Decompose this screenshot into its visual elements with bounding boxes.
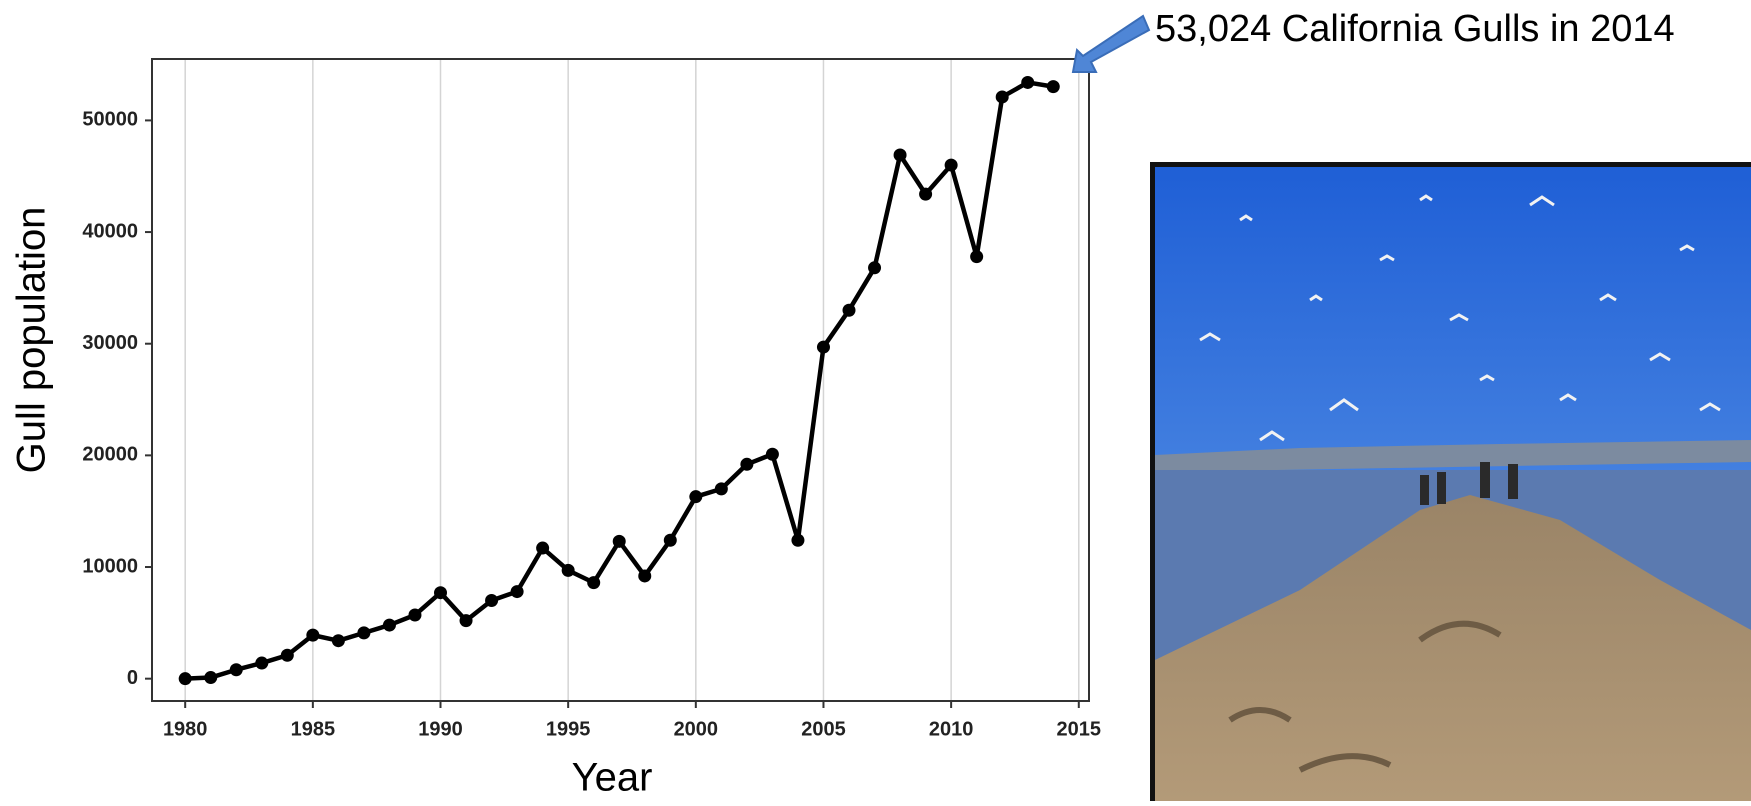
annotation-arrow <box>1071 14 1151 73</box>
data-point <box>587 576 601 590</box>
data-point <box>995 90 1009 104</box>
x-tick-label: 2010 <box>929 718 974 740</box>
plot-frame <box>151 58 1090 702</box>
data-point <box>382 618 396 632</box>
y-tick-label: 30000 <box>82 332 138 354</box>
data-point <box>561 563 575 577</box>
data-point <box>510 585 524 599</box>
data-point <box>638 569 652 583</box>
data-point <box>434 586 448 600</box>
plot: 1980 1985 1990 1995 2000 2005 2010 2015 0 10000 20… <box>82 58 1102 740</box>
data-point <box>536 541 550 555</box>
series-line <box>185 80 1054 681</box>
data-point <box>280 648 294 662</box>
y-tick-label: 10000 <box>82 555 138 577</box>
x-tick-label: 1990 <box>418 718 463 740</box>
data-point <box>868 261 882 275</box>
photo-gulls <box>1199 194 1721 442</box>
data-point <box>229 663 243 677</box>
x-tick-label: 2005 <box>801 718 846 740</box>
data-point <box>663 533 677 547</box>
x-tick-label: 2000 <box>674 718 719 740</box>
data-point <box>408 608 422 622</box>
x-tick-label: 1995 <box>546 718 591 740</box>
data-point <box>740 457 754 471</box>
data-point <box>791 533 805 547</box>
data-point <box>1046 80 1060 94</box>
data-point <box>1021 75 1035 89</box>
data-point <box>714 482 728 496</box>
data-point <box>893 148 907 162</box>
x-axis-label: Year <box>572 756 653 800</box>
data-point <box>204 671 218 685</box>
data-point <box>842 303 856 317</box>
data-point <box>331 634 345 648</box>
data-point <box>459 614 473 628</box>
data-point <box>612 534 626 548</box>
data-point <box>816 340 830 354</box>
y-tick-label: 20000 <box>82 444 138 466</box>
photo-levee <box>1155 495 1751 801</box>
y-tick-label: 0 <box>127 667 138 689</box>
y-tick-label: 50000 <box>82 109 138 131</box>
data-point <box>689 490 703 504</box>
y-tick-label: 40000 <box>82 220 138 242</box>
data-point <box>485 594 499 608</box>
data-point <box>919 187 933 201</box>
data-point <box>255 656 269 670</box>
x-tick-label: 1980 <box>163 718 208 740</box>
x-tick-label: 2015 <box>1057 718 1102 740</box>
photo-texture <box>1228 620 1502 773</box>
data-point <box>357 626 371 640</box>
data-point <box>970 250 984 264</box>
data-point <box>765 447 779 461</box>
photo-hills <box>1155 440 1751 472</box>
y-axis-label: Gull population <box>10 207 54 474</box>
data-point <box>178 672 192 686</box>
data-point <box>944 158 958 172</box>
annotation: 53,024 California Gulls in 2014 <box>1155 8 1675 50</box>
x-tick-label: 1985 <box>291 718 336 740</box>
data-point <box>306 628 320 642</box>
photo-people <box>1420 462 1518 505</box>
photo <box>1150 162 1751 801</box>
